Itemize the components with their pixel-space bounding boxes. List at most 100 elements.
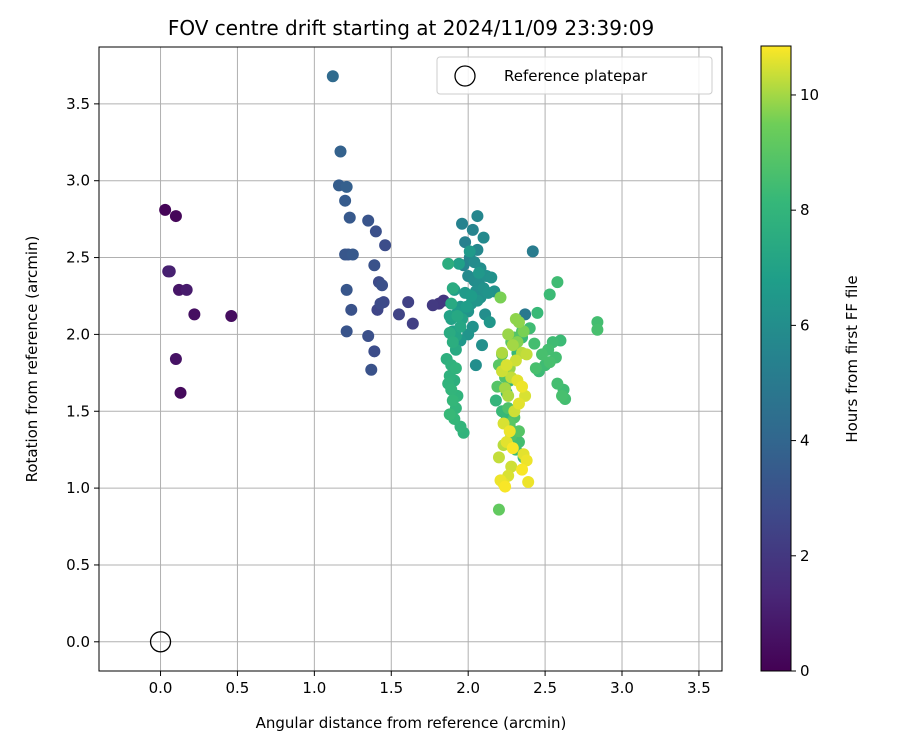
- x-tick-label: 2.0: [456, 679, 480, 697]
- data-point: [159, 203, 172, 216]
- colorbar-tick-label: 6: [800, 316, 810, 334]
- data-point: [477, 231, 490, 244]
- data-point: [445, 297, 458, 310]
- data-point: [340, 180, 353, 193]
- data-point: [339, 194, 352, 207]
- data-point: [483, 316, 496, 329]
- data-point: [531, 306, 544, 319]
- data-point: [442, 257, 455, 270]
- data-point: [476, 339, 489, 352]
- data-point: [543, 288, 556, 301]
- data-point: [500, 359, 513, 372]
- legend-box: [436, 56, 713, 95]
- data-point: [368, 259, 381, 272]
- x-tick-label: 0.5: [226, 679, 250, 697]
- legend-entry-reference: Reference platepar: [504, 67, 648, 85]
- data-point: [225, 309, 238, 322]
- data-point: [376, 279, 389, 292]
- colorbar-label: Hours from first FF file: [843, 275, 861, 442]
- data-point: [362, 329, 375, 342]
- data-point: [362, 214, 375, 227]
- data-point: [334, 145, 347, 158]
- x-axis-label: Angular distance from reference (arcmin): [256, 714, 567, 732]
- data-point: [509, 313, 522, 326]
- data-point: [188, 308, 201, 321]
- data-point: [460, 300, 473, 313]
- data-point: [345, 303, 358, 316]
- y-tick-label: 1.5: [66, 402, 90, 420]
- x-tick-label: 2.5: [533, 679, 557, 697]
- x-tick-label: 1.5: [379, 679, 403, 697]
- data-point: [502, 328, 515, 341]
- data-point: [443, 326, 456, 339]
- data-point: [443, 408, 456, 421]
- data-point: [446, 394, 459, 407]
- data-points: [149, 70, 604, 653]
- x-axis-ticks: 0.0 0.5 1.0 1.5 2.0 2.5 3.0 3.5: [149, 671, 711, 697]
- data-point: [517, 325, 530, 338]
- colorbar-tick-label: 10: [800, 86, 819, 104]
- y-tick-label: 0.0: [66, 633, 90, 651]
- colorbar-tick-label: 0: [800, 662, 810, 680]
- y-tick-label: 2.0: [66, 325, 90, 343]
- data-point: [506, 442, 519, 455]
- colorbar-tick-label: 2: [800, 547, 810, 565]
- data-point: [469, 359, 482, 372]
- y-tick-label: 1.0: [66, 479, 90, 497]
- data-point: [526, 245, 539, 258]
- y-tick-label: 2.5: [66, 249, 90, 267]
- y-axis-ticks: 0.0 0.5 1.0 1.5 2.0 2.5 3.0 3.5: [66, 95, 99, 651]
- data-point: [326, 70, 339, 83]
- data-point: [543, 356, 556, 369]
- colorbar-tick-label: 4: [800, 432, 810, 450]
- data-point: [482, 286, 495, 299]
- reference-platepar-marker: [149, 631, 172, 653]
- data-point: [520, 454, 533, 467]
- data-point: [512, 425, 525, 438]
- data-point: [505, 460, 518, 473]
- data-point: [502, 389, 515, 402]
- y-tick-label: 0.5: [66, 556, 90, 574]
- data-point: [522, 475, 535, 488]
- data-point: [174, 386, 187, 399]
- data-point: [466, 223, 479, 236]
- data-point: [512, 397, 525, 410]
- data-point: [163, 265, 176, 278]
- data-point: [392, 308, 405, 321]
- colorbar: [760, 45, 792, 672]
- data-point: [471, 210, 484, 223]
- y-tick-label: 3.0: [66, 172, 90, 190]
- data-point: [426, 299, 439, 312]
- y-axis-label: Rotation from reference (arcmin): [23, 236, 41, 483]
- chart-title: FOV centre drift starting at 2024/11/09 …: [168, 16, 654, 40]
- data-point: [503, 425, 516, 438]
- data-point: [528, 337, 541, 350]
- data-point: [374, 297, 387, 310]
- data-point: [591, 323, 604, 336]
- x-tick-label: 0.0: [149, 679, 173, 697]
- data-point: [406, 317, 419, 330]
- data-point: [365, 363, 378, 376]
- data-point: [169, 353, 182, 365]
- data-point: [551, 377, 564, 390]
- grid-lines: [99, 47, 722, 671]
- data-point: [472, 266, 485, 279]
- data-point: [516, 380, 529, 393]
- data-point: [536, 348, 549, 361]
- x-tick-label: 3.0: [610, 679, 634, 697]
- data-point: [369, 225, 382, 238]
- data-point: [556, 389, 569, 402]
- data-point: [506, 339, 519, 352]
- data-point: [551, 276, 564, 289]
- data-point: [368, 345, 381, 358]
- data-point: [446, 336, 459, 349]
- data-point: [459, 236, 472, 249]
- data-point: [169, 210, 182, 223]
- data-point: [492, 503, 505, 516]
- colorbar-ticks: 0 2 4 6 8 10: [791, 86, 819, 680]
- legend: Reference platepar: [436, 56, 713, 95]
- data-point: [465, 289, 478, 302]
- data-point: [499, 480, 512, 493]
- data-point: [446, 282, 459, 295]
